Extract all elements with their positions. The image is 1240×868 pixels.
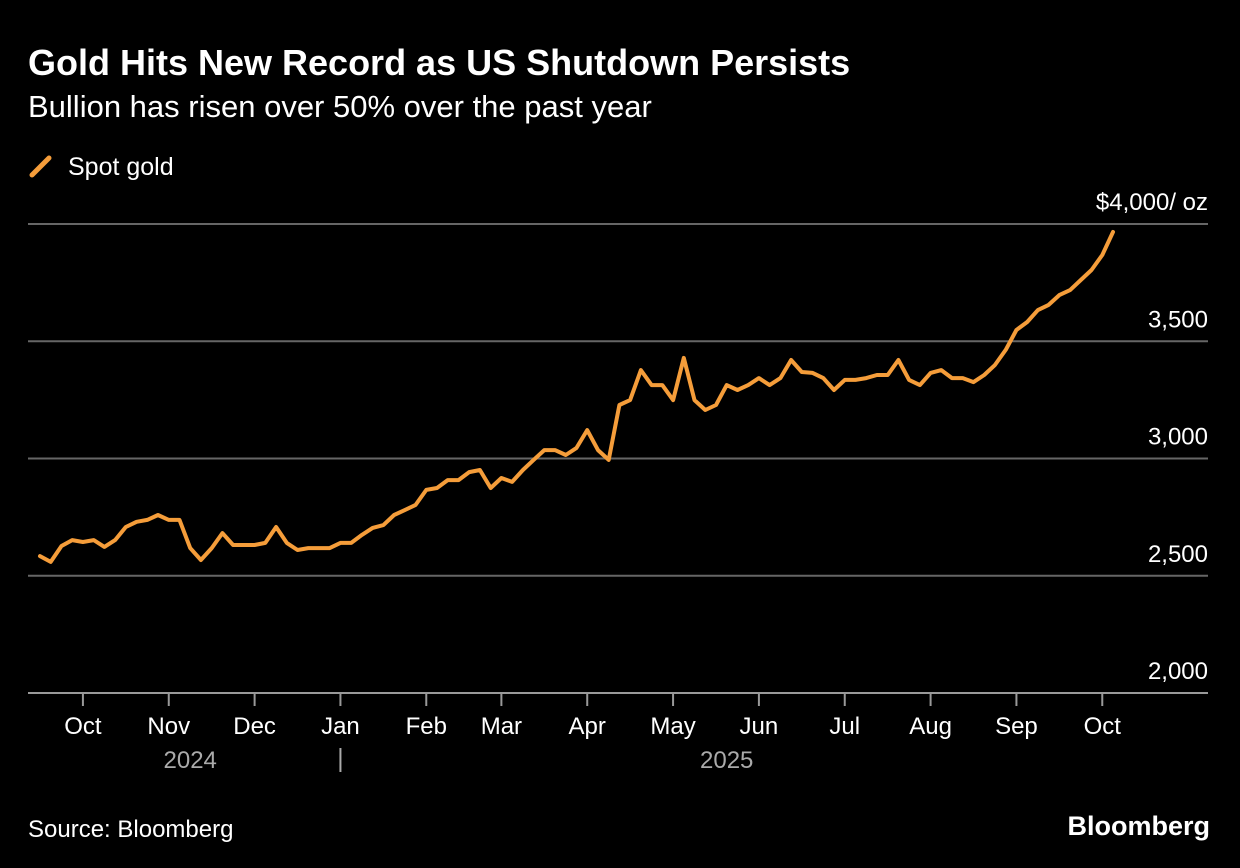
legend-swatch xyxy=(29,155,52,178)
y-tick-label: 3,500 xyxy=(1148,306,1208,333)
source: Source: Bloomberg xyxy=(28,816,233,843)
x-tick-label: Oct xyxy=(64,713,102,740)
x-tick-label: Dec xyxy=(233,713,276,740)
x-tick-label: Jun xyxy=(740,713,779,740)
x-tick-label: Sep xyxy=(995,713,1038,740)
year-label: 2024 xyxy=(164,747,217,774)
line xyxy=(38,230,1115,564)
chart-title: Gold Hits New Record as US Shutdown Pers… xyxy=(28,42,850,83)
x-tick-label: Feb xyxy=(406,713,447,740)
x-tick-label: Aug xyxy=(909,713,952,740)
brand: Bloomberg xyxy=(1067,811,1210,841)
x-tick-label: Apr xyxy=(569,713,606,740)
y-tick-label: 2,000 xyxy=(1148,658,1208,685)
year-label: 2025 xyxy=(700,747,753,774)
legend-label: Spot gold xyxy=(68,153,174,181)
y-tick-label: 3,000 xyxy=(1148,424,1208,451)
x-tick-label: Mar xyxy=(481,713,522,740)
x-tick-label: Nov xyxy=(147,713,190,740)
chart-subtitle: Bullion has risen over 50% over the past… xyxy=(28,89,652,124)
y-tick-label: $4,000/ oz xyxy=(1096,189,1208,216)
x-tick-label: Jan xyxy=(321,713,360,740)
y-tick-label: 2,500 xyxy=(1148,541,1208,568)
x-tick-label: May xyxy=(650,713,695,740)
x-tick-label: Jul xyxy=(829,713,860,740)
x-tick-label: Oct xyxy=(1084,713,1122,740)
